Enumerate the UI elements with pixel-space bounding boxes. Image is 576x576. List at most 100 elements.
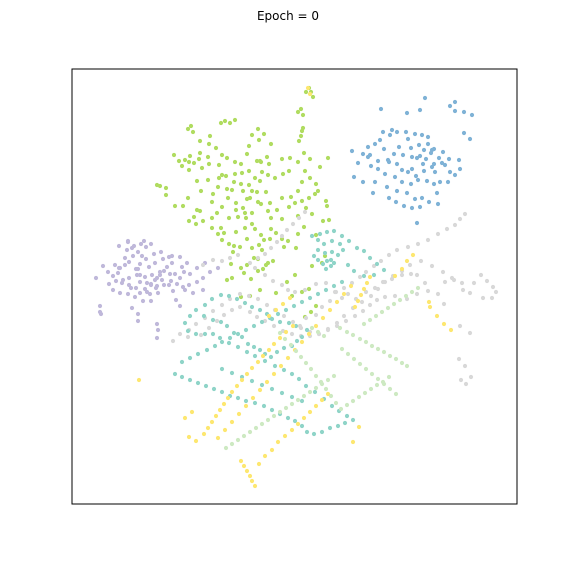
- scatter-point: [142, 286, 148, 292]
- scatter-point: [176, 158, 182, 164]
- scatter-point: [262, 358, 268, 364]
- scatter-point: [256, 242, 262, 248]
- scatter-point: [180, 284, 186, 290]
- scatter-point: [415, 241, 421, 247]
- scatter-point: [370, 190, 376, 196]
- scatter-point: [319, 397, 325, 403]
- scatter-point: [326, 217, 332, 223]
- scatter-point: [251, 344, 257, 350]
- scatter-point: [184, 260, 190, 266]
- scatter-point: [317, 231, 323, 237]
- scatter-point: [268, 226, 274, 232]
- scatter-point: [354, 245, 360, 251]
- scatter-point: [281, 367, 287, 373]
- scatter-point: [194, 279, 200, 285]
- scatter-point: [194, 265, 200, 271]
- scatter-point: [266, 347, 272, 353]
- scatter-point: [215, 184, 221, 190]
- scatter-point: [256, 137, 262, 143]
- scatter-point: [100, 263, 106, 269]
- scatter-point: [320, 218, 326, 224]
- scatter-point: [377, 137, 383, 143]
- scatter-point: [457, 166, 463, 172]
- scatter-point: [234, 296, 240, 302]
- scatter-point: [324, 229, 330, 235]
- scatter-point: [210, 331, 216, 337]
- scatter-point: [429, 147, 435, 153]
- scatter-point: [210, 191, 216, 197]
- scatter-point: [215, 435, 221, 441]
- scatter-point: [360, 308, 366, 314]
- scatter-point: [191, 214, 197, 220]
- scatter-point: [375, 376, 381, 382]
- scatter-point: [457, 216, 463, 222]
- scatter-point: [241, 270, 247, 276]
- scatter-point: [135, 266, 141, 272]
- scatter-point: [193, 221, 199, 227]
- scatter-point: [231, 179, 237, 185]
- scatter-point: [300, 112, 306, 118]
- scatter-point: [148, 298, 154, 304]
- scatter-point: [284, 279, 290, 285]
- scatter-point: [456, 356, 462, 362]
- scatter-point: [238, 458, 244, 464]
- scatter-point: [375, 346, 381, 352]
- scatter-point: [328, 257, 334, 263]
- scatter-point: [216, 175, 222, 181]
- scatter-point: [229, 419, 235, 425]
- scatter-point: [110, 273, 116, 279]
- scatter-point: [169, 260, 175, 266]
- scatter-point: [258, 232, 264, 238]
- scatter-point: [237, 244, 243, 250]
- scatter-point: [148, 281, 154, 287]
- scatter-point: [448, 327, 454, 333]
- scatter-point: [315, 291, 321, 297]
- scatter-point: [307, 156, 313, 162]
- scatter-point: [418, 258, 424, 264]
- scatter-point: [243, 327, 249, 333]
- scatter-point: [229, 187, 235, 193]
- scatter-point: [148, 241, 154, 247]
- scatter-point: [236, 411, 242, 417]
- scatter-point: [339, 346, 345, 352]
- scatter-point: [322, 250, 328, 256]
- scatter-point: [241, 433, 247, 439]
- scatter-point: [323, 287, 329, 293]
- scatter-point: [179, 264, 185, 270]
- scatter-point: [246, 143, 252, 149]
- scatter-point: [365, 154, 371, 160]
- scatter-point: [205, 425, 211, 431]
- scatter-point: [278, 363, 284, 369]
- scatter-point: [339, 279, 345, 285]
- scatter-point: [130, 253, 136, 259]
- scatter-point: [461, 109, 467, 115]
- scatter-point: [226, 293, 232, 299]
- scatter-point: [231, 330, 237, 336]
- scatter-point: [462, 363, 468, 369]
- scatter-point: [223, 445, 229, 451]
- scatter-point: [313, 385, 319, 391]
- scatter-point: [219, 302, 225, 308]
- scatter-point: [409, 166, 415, 172]
- scatter-point: [164, 264, 170, 270]
- scatter-point: [291, 303, 297, 309]
- scatter-point: [232, 171, 238, 177]
- scatter-point: [393, 356, 399, 362]
- scatter-point: [186, 434, 192, 440]
- scatter-point: [157, 269, 163, 275]
- scatter-point: [281, 244, 287, 250]
- scatter-point: [202, 331, 208, 337]
- scatter-point: [293, 245, 299, 251]
- scatter-point: [240, 205, 246, 211]
- scatter-point: [186, 282, 192, 288]
- scatter-point: [135, 249, 141, 255]
- scatter-point: [177, 303, 183, 309]
- scatter-point: [274, 239, 280, 245]
- scatter-point: [292, 418, 298, 424]
- scatter-point: [254, 158, 260, 164]
- scatter-point: [283, 405, 289, 411]
- scatter-point: [262, 272, 268, 278]
- scatter-point: [337, 241, 343, 247]
- scatter-point: [199, 165, 205, 171]
- scatter-point: [244, 349, 250, 355]
